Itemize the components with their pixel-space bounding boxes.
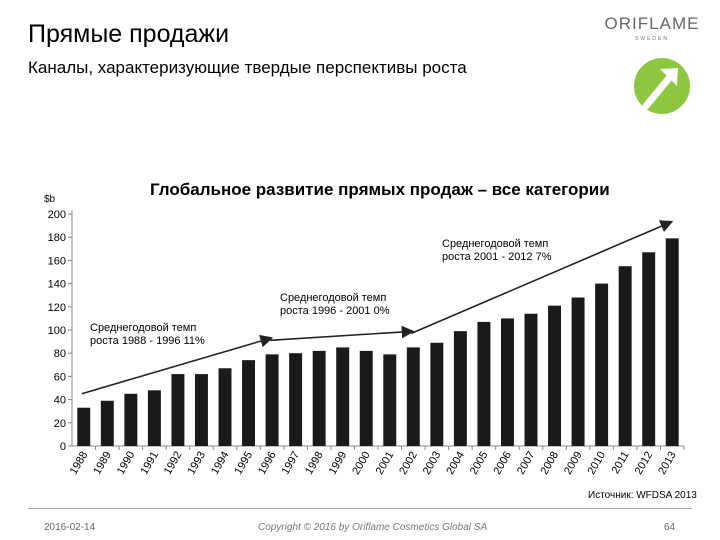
x-tick-label: 1996 xyxy=(256,450,279,477)
x-tick-label: 1998 xyxy=(303,450,326,477)
y-tick-label: 200 xyxy=(48,209,66,221)
x-tick-label: 2007 xyxy=(515,450,538,477)
x-tick-label: 1988 xyxy=(68,450,91,477)
annotation-2-line1: Среднегодовой темп xyxy=(280,292,387,304)
x-tick-label: 2013 xyxy=(656,450,679,477)
bar xyxy=(147,390,161,446)
bar xyxy=(242,360,256,446)
bar xyxy=(124,393,138,446)
y-tick-label: 20 xyxy=(54,418,66,430)
x-tick-label: 1999 xyxy=(327,450,350,477)
x-tick-label: 2008 xyxy=(539,450,562,477)
x-tick-label: 2001 xyxy=(374,450,397,477)
trend-arrow-2 xyxy=(270,325,415,342)
page-subtitle: Каналы, характеризующие твердые перспект… xyxy=(28,58,467,77)
bar xyxy=(265,354,279,446)
source-note: Источник: WFDSA 2013 xyxy=(588,490,697,501)
x-tick-label: 1990 xyxy=(115,450,138,477)
bar xyxy=(194,374,208,446)
bar xyxy=(77,407,91,446)
annotation-3: Среднегодовой темп роста 2001 - 2012 7% xyxy=(442,238,552,264)
bar xyxy=(571,297,585,446)
footer-divider xyxy=(28,508,692,509)
x-tick-label: 1989 xyxy=(91,450,114,477)
bar xyxy=(289,353,303,446)
bar xyxy=(477,321,491,446)
bar xyxy=(642,252,656,446)
x-tick-label: 2004 xyxy=(444,450,467,477)
bar xyxy=(453,331,467,446)
y-tick-label: 80 xyxy=(54,348,66,360)
x-tick-label: 2010 xyxy=(586,450,609,477)
annotation-1-line1: Среднегодовой темп xyxy=(90,322,197,334)
bar xyxy=(665,238,679,446)
y-tick-label: 140 xyxy=(48,279,66,291)
page-number: 64 xyxy=(664,522,676,533)
bar xyxy=(336,347,350,446)
bar xyxy=(359,350,373,446)
page-title: Прямые продажи xyxy=(28,20,230,48)
bar xyxy=(548,305,562,446)
trend-arrow-1 xyxy=(81,334,274,395)
trend-arrow-3 xyxy=(410,220,674,335)
y-tick-label: 0 xyxy=(60,441,66,453)
arrow-up-right-icon xyxy=(634,58,690,114)
bar xyxy=(618,266,632,446)
bar xyxy=(383,354,397,446)
bar xyxy=(595,283,609,446)
bar xyxy=(100,400,114,446)
bar xyxy=(524,313,538,446)
x-tick-label: 2002 xyxy=(397,450,420,477)
annotation-3-line1: Среднегодовой темп xyxy=(442,238,549,250)
bar xyxy=(218,368,232,446)
oriflame-logo: ORIFLAME SWEDEN xyxy=(602,14,702,124)
y-tick-label: 120 xyxy=(48,302,66,314)
x-tick-label: 2003 xyxy=(421,450,444,477)
y-tick-label: 160 xyxy=(48,255,66,267)
y-tick-label: 180 xyxy=(48,232,66,244)
x-tick-label: 1995 xyxy=(233,450,256,477)
x-tick-label: 2011 xyxy=(610,450,632,476)
annotation-1-line2: роста 1988 - 1996 11% xyxy=(90,335,205,347)
x-tick-label: 1993 xyxy=(185,450,208,477)
annotation-2: Среднегодовой темп роста 1996 - 2001 0% xyxy=(280,292,390,318)
annotation-2-line2: роста 1996 - 2001 0% xyxy=(280,305,390,317)
x-tick-label: 2012 xyxy=(633,450,656,477)
x-tick-label: 1994 xyxy=(209,450,232,477)
x-tick-label: 2005 xyxy=(468,450,491,477)
annotation-3-line2: роста 2001 - 2012 7% xyxy=(442,251,552,263)
y-tick-label: 100 xyxy=(48,325,66,337)
x-tick-label: 1991 xyxy=(138,450,161,477)
x-tick-label: 1997 xyxy=(280,450,303,477)
logo-subtext: SWEDEN xyxy=(635,36,669,42)
bar xyxy=(171,374,185,446)
chart-title: Глобальное развитие прямых продаж – все … xyxy=(150,180,610,199)
x-tick-label: 2006 xyxy=(491,450,514,477)
x-tick-label: 1992 xyxy=(162,450,185,477)
bar xyxy=(406,347,420,446)
annotation-1: Среднегодовой темп роста 1988 - 1996 11% xyxy=(90,322,205,348)
x-tick-label: 2000 xyxy=(350,450,373,477)
y-tick-label: 40 xyxy=(54,395,66,407)
footer-copyright: Copyright © 2016 by Oriflame Cosmetics G… xyxy=(258,522,488,533)
bar xyxy=(430,342,444,446)
logo-text: ORIFLAME xyxy=(604,14,700,33)
y-axis-unit: $b xyxy=(44,194,56,205)
y-tick-label: 60 xyxy=(54,371,66,383)
footer-date: 2016-02-14 xyxy=(44,522,96,533)
bar xyxy=(312,350,326,446)
bar xyxy=(500,318,514,446)
x-tick-label: 2009 xyxy=(562,450,585,477)
